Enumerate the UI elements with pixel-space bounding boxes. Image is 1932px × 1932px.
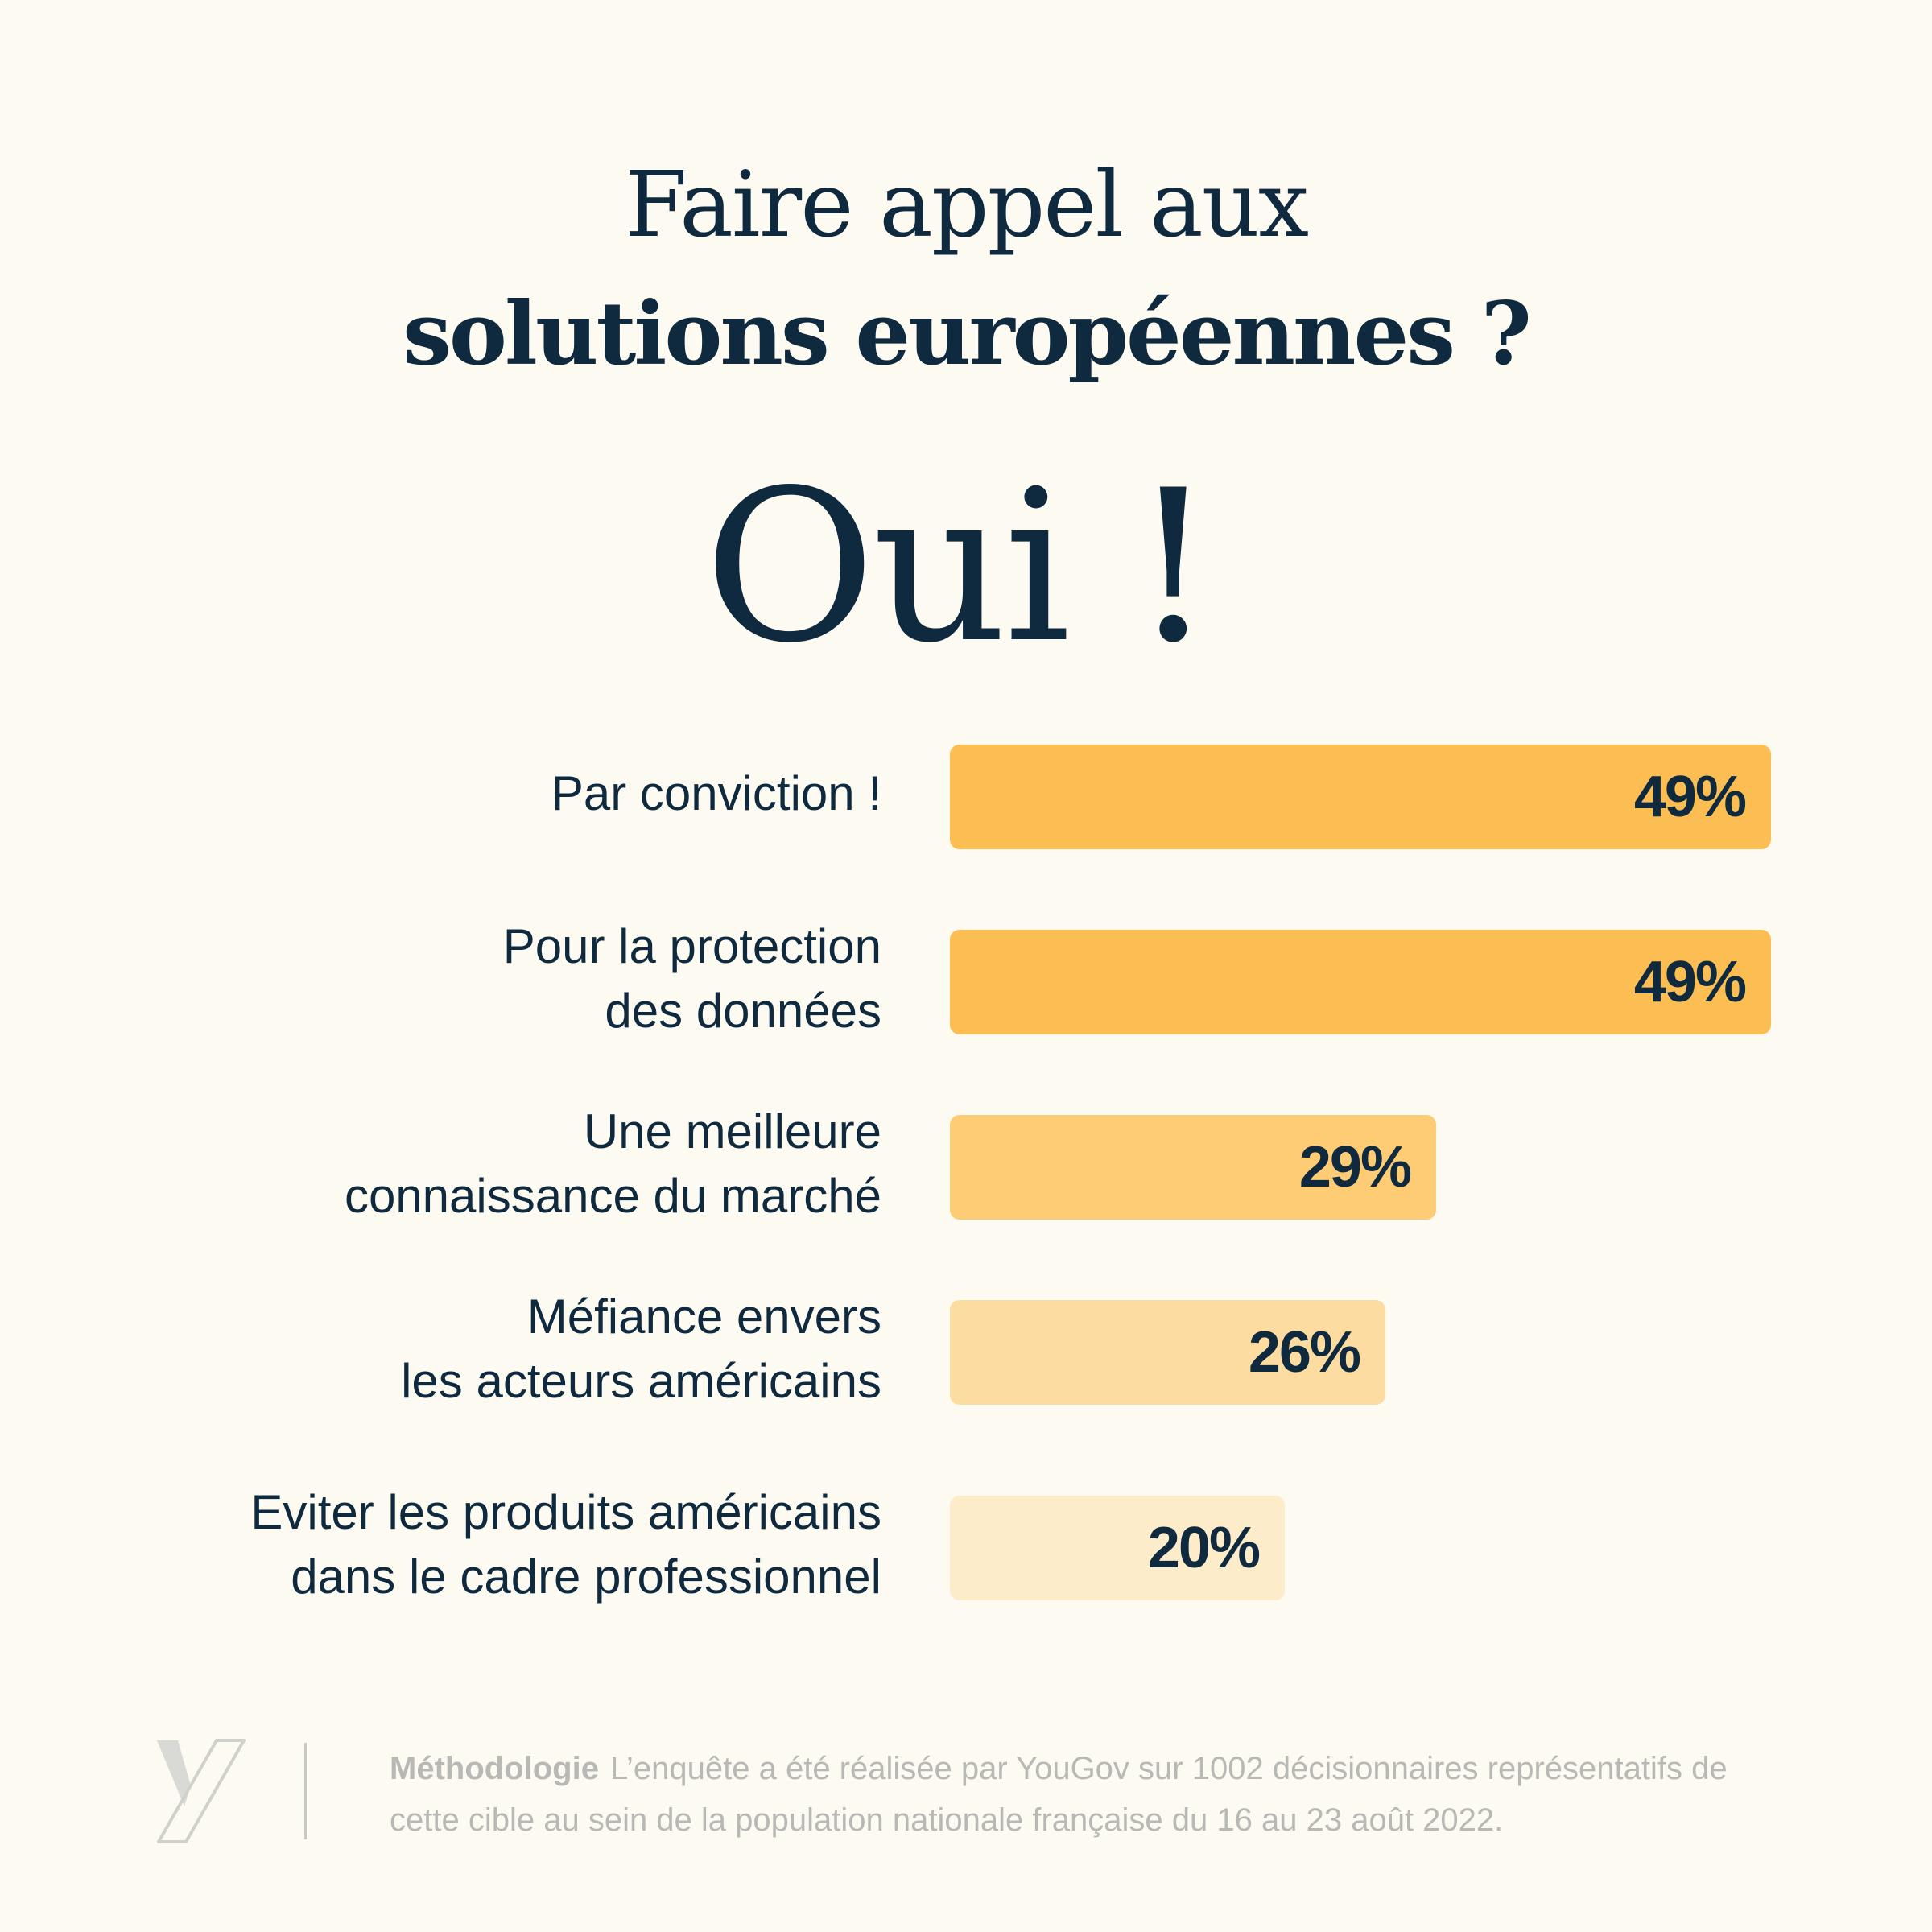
- bar: 29%: [950, 1115, 1436, 1220]
- bar-value-label: 26%: [1248, 1320, 1361, 1385]
- footer-divider: [304, 1743, 307, 1839]
- title-line-2: solutions européennes ?: [402, 283, 1532, 385]
- methodology-note: Méthodologie L’enquête a été réalisée par…: [390, 1743, 1742, 1846]
- bar-value-label: 29%: [1298, 1135, 1412, 1199]
- category-label: Pour la protection des données: [502, 919, 881, 1038]
- methodology-text: L’enquête a été réalisée par YouGov sur …: [390, 1751, 1728, 1838]
- answer-heading: Oui !: [704, 446, 1216, 689]
- title-line-1: Faire appel aux: [624, 153, 1309, 258]
- bar: 49%: [950, 745, 1771, 849]
- bar: 49%: [950, 930, 1771, 1034]
- brand-logo-icon: [157, 1739, 246, 1843]
- bar-value-label: 49%: [1633, 950, 1747, 1014]
- category-label: Eviter les produits américains dans le c…: [250, 1485, 881, 1604]
- category-label: Une meilleure connaissance du marché: [344, 1104, 881, 1223]
- category-label: Par conviction !: [551, 766, 881, 820]
- category-label: Méfiance envers les acteurs américains: [401, 1290, 881, 1408]
- methodology-title: Méthodologie: [390, 1751, 599, 1786]
- bar-value-label: 49%: [1633, 765, 1747, 829]
- bar: 20%: [950, 1496, 1285, 1600]
- bar: 26%: [950, 1300, 1385, 1405]
- bar-value-label: 20%: [1147, 1516, 1261, 1580]
